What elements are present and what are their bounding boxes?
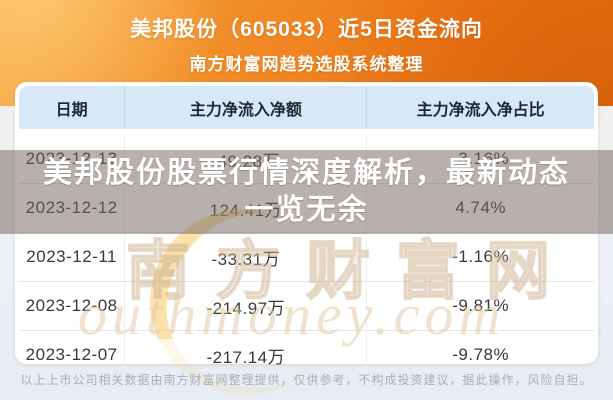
date-cell: 2023-12-11: [19, 232, 126, 282]
headline-overlay: 美邦股份股票行情深度解析，最新动态 一览无余: [0, 150, 613, 234]
net-inflow-cell: -214.97万: [124, 281, 368, 331]
net-inflow-ratio-cell: -9.81%: [366, 281, 594, 331]
date-cell: 2023-12-08: [19, 281, 126, 331]
date-cell: 2023-12-07: [19, 330, 126, 379]
disclaimer-text: 以上上市公司相关数据由南方财富网整理提供，仅供参考，不构成投资建议，据此操作，风…: [20, 373, 593, 387]
net-inflow-cell: -217.14万: [124, 330, 368, 379]
column-header-date: 日期: [19, 86, 126, 135]
table-row: 2023-12-07 -217.14万 -9.78%: [19, 330, 594, 379]
table-row: 2023-12-11 -33.31万 -1.16%: [19, 232, 594, 282]
table-header-row: 日期 主力净流入净额 主力净流入净占比: [19, 86, 594, 135]
net-inflow-cell: -33.31万: [124, 232, 368, 282]
page-subtitle: 南方财富网趋势选股系统整理: [189, 55, 424, 74]
headline-line-2: 一览无余: [244, 194, 369, 226]
column-header-net-inflow: 主力净流入净额: [124, 86, 368, 135]
table-row: 2023-12-08 -214.97万 -9.81%: [19, 281, 594, 331]
page-title: 美邦股份（605033）近5日资金流向: [130, 18, 483, 41]
headline-line-1: 美邦股份股票行情深度解析，最新动态: [42, 157, 570, 189]
net-inflow-ratio-cell: -9.78%: [366, 330, 594, 379]
net-inflow-ratio-cell: -1.16%: [366, 232, 594, 282]
column-header-net-inflow-ratio: 主力净流入净占比: [366, 86, 594, 135]
